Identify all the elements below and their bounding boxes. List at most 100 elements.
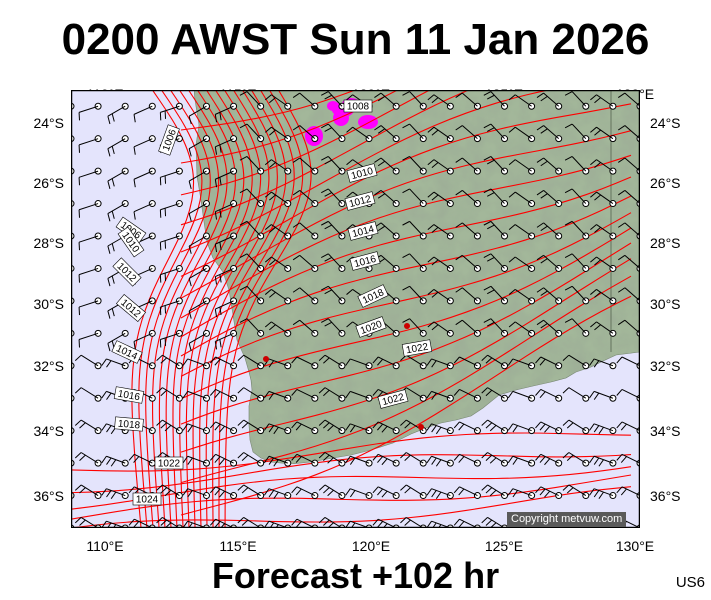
wind-barb-icon <box>455 254 481 272</box>
wind-barb-icon <box>455 92 481 110</box>
wind-barb-icon <box>188 135 210 157</box>
wind-barb-icon <box>188 102 210 125</box>
wind-barb-icon <box>101 358 129 370</box>
wind-barb-icon <box>188 167 210 189</box>
wind-barb-icon <box>508 159 536 175</box>
wind-barb-icon <box>507 423 536 435</box>
wind-barb-icon <box>346 126 373 143</box>
wind-barb-icon <box>107 135 129 157</box>
wind-barb-icon <box>481 452 509 467</box>
lon-label-bottom-125: 125°E <box>484 538 524 554</box>
isobar-label: 1022 <box>154 456 184 470</box>
wind-barb-icon <box>427 94 454 110</box>
wind-barb-icon <box>264 289 292 305</box>
wind-barb-icon <box>78 200 102 218</box>
wind-barb-icon <box>264 159 292 175</box>
wind-barb-icon <box>214 167 238 188</box>
wind-barb-icon <box>400 452 427 467</box>
wind-barb-icon <box>590 289 617 305</box>
isobar-label: 1016 <box>113 386 145 404</box>
wind-barb-icon <box>564 220 590 240</box>
wind-barb-icon <box>133 135 156 155</box>
isobar-line <box>138 90 203 528</box>
wind-barb-icon <box>374 190 400 208</box>
wind-barb-icon <box>590 256 617 272</box>
wind-barb-icon <box>159 297 183 316</box>
wind-barb-icon <box>402 220 427 240</box>
wind-barb-icon <box>590 191 617 208</box>
wind-barb-icon <box>292 157 319 175</box>
wind-barb-icon <box>188 200 210 222</box>
wind-barb-icon <box>239 91 265 110</box>
wind-barb-icon <box>402 188 427 208</box>
wind-barb-icon <box>188 297 210 319</box>
wind-barb-icon <box>101 455 129 467</box>
lat-label-left-36: 36°S <box>33 488 64 504</box>
wind-barb-icon <box>292 125 319 143</box>
wind-barb-icon <box>239 156 265 175</box>
wind-barb-icon <box>483 220 509 240</box>
wind-barb-icon <box>292 92 319 110</box>
lat-label-left-26: 26°S <box>33 175 64 191</box>
wind-barb-icon <box>74 387 102 402</box>
wind-barb-icon <box>78 329 102 348</box>
wind-barb-icon <box>508 94 536 110</box>
wind-barb-icon <box>214 297 238 318</box>
wind-barb-icon <box>483 285 509 305</box>
lat-label-left-28: 28°S <box>33 235 64 251</box>
wind-barb-icon <box>453 421 481 435</box>
wind-barb-icon <box>507 358 536 370</box>
wind-barb-icon <box>483 188 509 208</box>
wind-barb-icon <box>214 329 238 350</box>
wind-barb-icon <box>214 264 238 285</box>
lat-label-right-36: 36°S <box>650 488 681 504</box>
wind-barb-icon <box>291 453 319 467</box>
wind-barb-icon <box>321 123 346 143</box>
wind-barb-icon <box>374 92 400 110</box>
wind-barb-icon <box>427 159 454 175</box>
isobar-line <box>71 474 632 520</box>
wind-barb-icon <box>74 484 102 500</box>
wind-barb-icon <box>237 484 265 500</box>
wind-barb-icon <box>426 455 454 467</box>
wind-barb-icon <box>345 358 373 370</box>
wind-barb-icon <box>318 419 346 435</box>
wind-barb-icon <box>237 387 265 402</box>
wind-barb-icon <box>590 94 617 110</box>
wind-barb-icon <box>237 419 265 435</box>
wind-barb-icon <box>182 455 210 467</box>
wind-barb-icon <box>159 102 183 121</box>
wind-barb-icon <box>291 389 319 402</box>
wind-barb-icon <box>107 102 129 125</box>
wind-barb-icon <box>589 423 617 435</box>
wind-barb-icon <box>374 125 400 143</box>
isobar-label: 1022 <box>401 339 433 357</box>
wind-barb-icon <box>453 486 481 500</box>
wind-barb-icon <box>237 452 265 467</box>
wind-barb-icon <box>101 488 129 500</box>
wind-barb-icon <box>318 387 346 402</box>
wind-barb-icon <box>562 387 590 402</box>
lat-label-left-24: 24°S <box>33 115 64 131</box>
wind-barb-icon <box>562 354 590 370</box>
wind-barb-icon <box>133 167 156 188</box>
wind-barb-icon <box>426 358 454 370</box>
wind-barb-icon <box>535 453 563 467</box>
wind-barb-icon <box>159 264 183 283</box>
wind-barb-icon <box>483 156 509 175</box>
svg-text:1008: 1008 <box>347 102 370 113</box>
wind-barb-icon <box>455 190 481 208</box>
wind-barb-icon <box>507 488 536 500</box>
wind-barb-icon <box>590 126 617 143</box>
wind-barb-icon <box>318 452 346 467</box>
wind-barb-icon <box>564 123 590 143</box>
lat-label-left-34: 34°S <box>33 423 64 439</box>
wind-barb-icon <box>291 421 319 435</box>
wind-barb-icon <box>481 484 509 500</box>
wind-barb-icon <box>536 287 563 305</box>
wind-barb-icon <box>239 123 265 143</box>
wind-barb-icon <box>372 486 400 500</box>
wind-barb-icon <box>133 102 156 123</box>
lon-label-bottom-130: 130°E <box>615 538 655 554</box>
wind-barb-icon <box>372 356 400 370</box>
